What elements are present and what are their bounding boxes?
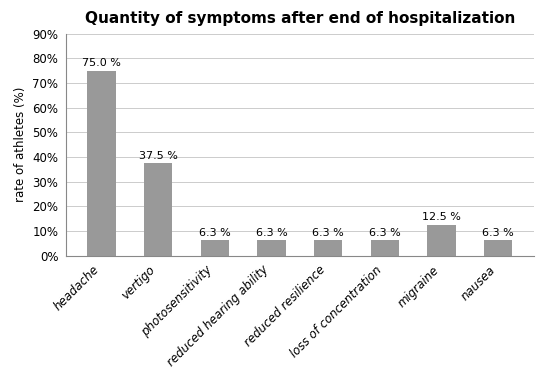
Bar: [257, 240, 285, 256]
Bar: [371, 240, 399, 256]
Bar: [144, 163, 172, 256]
Title: Quantity of symptoms after end of hospitalization: Quantity of symptoms after end of hospit…: [85, 11, 515, 26]
Text: 6.3 %: 6.3 %: [256, 228, 287, 238]
Text: 12.5 %: 12.5 %: [422, 212, 461, 223]
Text: 6.3 %: 6.3 %: [312, 228, 344, 238]
Bar: [427, 225, 455, 256]
Bar: [201, 240, 229, 256]
Y-axis label: rate of athletes (%): rate of athletes (%): [14, 87, 27, 202]
Text: 37.5 %: 37.5 %: [139, 151, 178, 161]
Bar: [484, 240, 512, 256]
Bar: [87, 71, 116, 256]
Text: 6.3 %: 6.3 %: [369, 228, 400, 238]
Bar: [314, 240, 342, 256]
Text: 6.3 %: 6.3 %: [199, 228, 230, 238]
Text: 6.3 %: 6.3 %: [482, 228, 514, 238]
Text: 75.0 %: 75.0 %: [82, 58, 121, 68]
